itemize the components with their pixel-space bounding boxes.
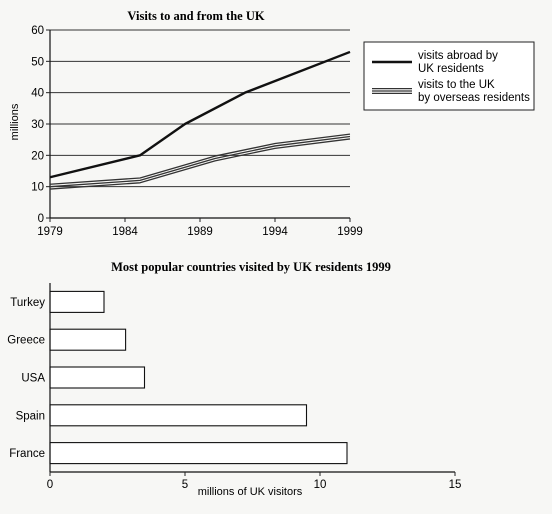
y-tick-label: 60 <box>31 25 44 37</box>
series-line-overseas-visits <box>49 135 351 188</box>
bar-greece <box>49 328 127 351</box>
y-tick-label: 0 <box>38 213 44 225</box>
bar-chart-axes <box>49 283 455 473</box>
line-chart-series <box>49 50 351 190</box>
x-tick-label: 1989 <box>187 226 213 238</box>
y-tick-label: 20 <box>31 150 44 162</box>
x-tick-label: 1984 <box>112 226 138 238</box>
legend-box <box>363 41 535 111</box>
bar-chart-x-ticks: 0 5 10 15 <box>47 472 462 491</box>
x-tick-label: 10 <box>314 479 327 491</box>
line-chart-gridlines <box>50 29 350 188</box>
category-label: Turkey <box>10 297 45 309</box>
category-label: USA <box>21 373 45 385</box>
bar-chart-title: Most popular countries visited by UK res… <box>111 260 391 274</box>
y-tick-label: 40 <box>31 88 44 100</box>
series-line-uk-residents-abroad <box>49 50 351 179</box>
bar-turkey <box>49 290 105 313</box>
legend-label: by overseas residents <box>418 92 530 104</box>
line-chart-y-axis-label: millions <box>9 103 21 140</box>
line-chart: Visits to and from the UK millions 0 10 20… <box>9 9 535 238</box>
bar-france <box>49 442 348 465</box>
x-tick-label: 1994 <box>262 226 288 238</box>
series-line-overseas-visits <box>49 133 351 185</box>
legend-label: visits abroad by <box>418 50 498 62</box>
legend-label: UK residents <box>418 63 484 75</box>
x-tick-label: 5 <box>182 479 188 491</box>
legend-label: visits to the UK <box>418 79 495 91</box>
line-chart-x-ticks: 1979 1984 1989 1994 1999 <box>37 218 363 238</box>
y-tick-label: 50 <box>31 56 44 68</box>
category-label: Greece <box>7 335 45 347</box>
series-line-overseas-visits <box>49 138 351 190</box>
bar-chart-x-axis-label: millions of UK visitors <box>198 486 303 498</box>
bar-chart-category-labels: Turkey Greece USA Spain France <box>7 297 45 460</box>
bar-chart-bars <box>49 290 348 465</box>
bar-chart: Most popular countries visited by UK res… <box>7 260 461 498</box>
y-tick-label: 30 <box>31 119 44 131</box>
x-tick-label: 1999 <box>337 226 363 238</box>
category-label: Spain <box>16 410 45 422</box>
line-chart-title: Visits to and from the UK <box>127 9 264 23</box>
y-tick-label: 10 <box>31 182 44 194</box>
x-tick-label: 1979 <box>37 226 63 238</box>
bar-spain <box>49 404 308 427</box>
x-tick-label: 0 <box>47 479 53 491</box>
bar-usa <box>49 366 146 389</box>
line-chart-y-ticks: 0 10 20 30 40 50 60 <box>31 25 50 225</box>
category-label: France <box>9 448 45 460</box>
x-tick-label: 15 <box>449 479 462 491</box>
